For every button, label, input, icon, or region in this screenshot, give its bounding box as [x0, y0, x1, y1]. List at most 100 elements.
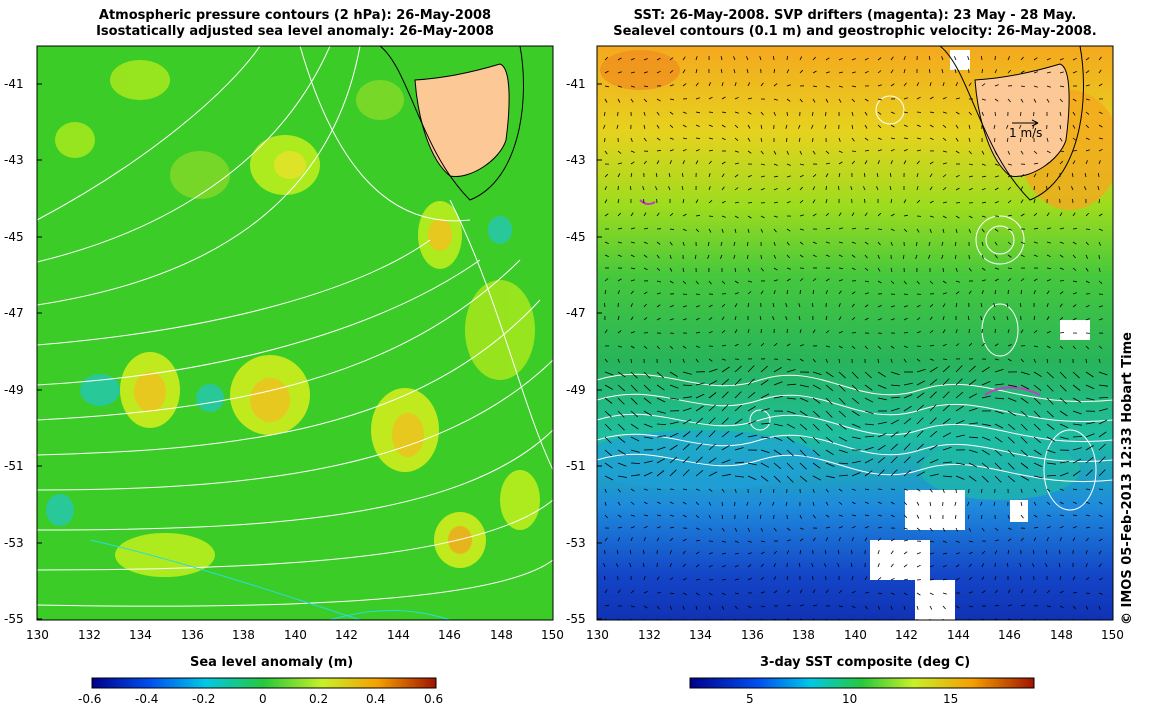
velocity-vector — [643, 227, 648, 230]
velocity-vector — [617, 71, 622, 74]
velocity-vector — [786, 69, 790, 74]
velocity-vector — [903, 160, 907, 165]
velocity-vector — [1072, 137, 1077, 141]
velocity-vector — [1046, 384, 1054, 392]
velocity-vector — [1072, 267, 1077, 271]
velocity-vector — [604, 423, 612, 431]
velocity-vector — [1033, 290, 1036, 295]
velocity-vector — [1020, 290, 1023, 295]
velocity-vector — [1085, 280, 1090, 284]
velocity-vector — [759, 514, 762, 519]
velocity-vector — [876, 186, 879, 191]
velocity-vector — [695, 430, 703, 438]
velocity-vector — [890, 241, 893, 246]
velocity-vector — [695, 124, 700, 127]
velocity-vector — [799, 514, 802, 519]
velocity-vector — [916, 605, 919, 610]
velocity-vector — [695, 578, 700, 581]
velocity-vector — [981, 590, 986, 594]
left-map-frame — [36, 45, 554, 621]
velocity-vector — [708, 317, 713, 321]
velocity-vector — [916, 443, 924, 451]
velocity-vector — [1020, 436, 1028, 444]
velocity-vector — [1072, 124, 1076, 129]
velocity-vector — [630, 410, 639, 418]
velocity-vector — [994, 278, 999, 282]
velocity-vector — [669, 358, 671, 364]
velocity-vector — [721, 124, 726, 128]
velocity-vector — [916, 392, 925, 399]
velocity-vector — [1085, 57, 1090, 61]
velocity-vector — [994, 462, 1002, 470]
velocity-vector — [604, 475, 614, 481]
velocity-vector — [1072, 591, 1077, 594]
velocity-vector — [630, 137, 633, 142]
velocity-vector — [929, 473, 939, 477]
velocity-vector — [669, 318, 674, 321]
velocity-vector — [785, 124, 788, 129]
velocity-vector — [968, 82, 972, 87]
velocity-vector — [656, 241, 661, 245]
velocity-vector — [734, 215, 739, 219]
velocity-vector — [799, 436, 807, 444]
velocity-vector — [981, 254, 984, 259]
velocity-vector — [760, 605, 765, 608]
velocity-vector — [799, 410, 808, 417]
velocity-vector — [1020, 150, 1024, 155]
velocity-vector — [981, 201, 986, 204]
velocity-vector — [994, 267, 999, 270]
velocity-vector — [1020, 462, 1029, 469]
velocity-vector — [656, 501, 661, 504]
velocity-vector — [1020, 213, 1025, 217]
x-tick-left: 150 — [541, 628, 564, 642]
velocity-vector — [903, 124, 908, 127]
velocity-vector — [1033, 241, 1038, 244]
velocity-vector — [838, 514, 843, 517]
velocity-vector — [721, 430, 730, 438]
velocity-vector — [773, 215, 778, 218]
velocity-vector — [1098, 160, 1101, 165]
left-map-panel — [37, 46, 553, 620]
velocity-vector — [903, 564, 908, 568]
velocity-vector — [1033, 423, 1041, 431]
velocity-vector — [851, 371, 859, 379]
velocity-vector — [890, 456, 898, 464]
velocity-vector — [656, 458, 665, 464]
velocity-vector — [981, 488, 983, 493]
velocity-vector — [617, 227, 622, 230]
velocity-vector — [838, 436, 848, 442]
velocity-vector — [942, 162, 947, 165]
velocity-vector — [863, 186, 866, 191]
velocity-vector — [890, 469, 898, 477]
velocity-vector — [747, 365, 755, 373]
velocity-vector — [812, 449, 820, 457]
velocity-vector — [968, 462, 978, 468]
velocity-vector — [1007, 289, 1009, 295]
velocity-vector — [916, 488, 921, 492]
velocity-vector — [890, 267, 893, 272]
velocity-vector — [669, 618, 671, 620]
velocity-vector — [1007, 410, 1016, 417]
velocity-vector — [721, 316, 725, 321]
velocity-vector — [812, 462, 821, 469]
velocity-vector — [929, 552, 934, 555]
velocity-vector — [1007, 436, 1015, 444]
velocity-vector — [929, 330, 934, 334]
velocity-vector — [877, 618, 879, 620]
velocity-vector — [708, 488, 713, 492]
velocity-vector — [604, 537, 608, 542]
velocity-vector — [799, 69, 804, 74]
velocity-vector — [903, 405, 912, 412]
velocity-vector — [1085, 84, 1090, 87]
velocity-vector — [954, 56, 957, 61]
velocity-vector — [825, 384, 834, 392]
velocity-vector — [942, 488, 945, 493]
velocity-vector — [760, 591, 765, 594]
velocity-vector — [1020, 199, 1024, 204]
velocity-vector — [604, 111, 606, 116]
velocity-vector — [994, 618, 999, 620]
velocity-vector — [851, 137, 855, 142]
velocity-vector — [617, 501, 621, 506]
velocity-vector — [994, 175, 1000, 178]
velocity-vector — [1098, 137, 1103, 140]
